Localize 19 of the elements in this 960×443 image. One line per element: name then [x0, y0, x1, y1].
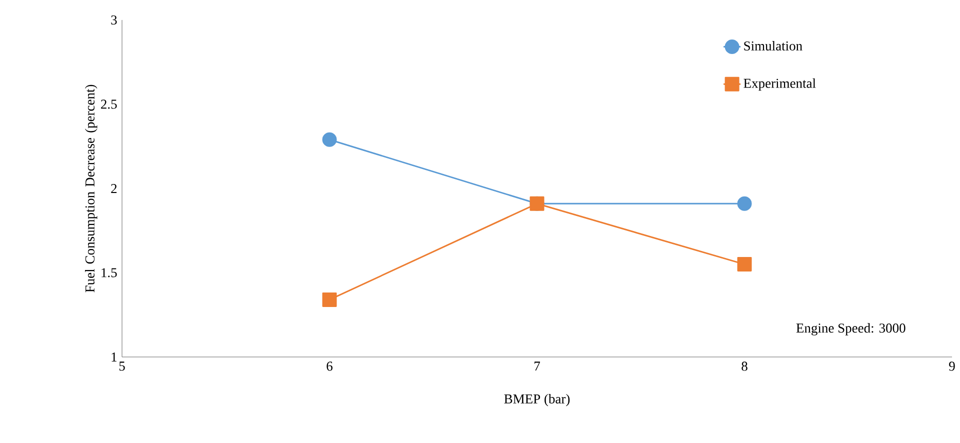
y-tick-label: 1 [112, 352, 116, 362]
x-tick-label: 6 [326, 362, 332, 371]
y-tick-label: 3 [111, 15, 117, 25]
y-tick-label: 2 [111, 184, 117, 193]
y-tick-label: 1.5 [102, 268, 117, 278]
legend-label: Simulation [744, 41, 802, 51]
x-tick-label: 5 [119, 362, 125, 371]
point [737, 257, 752, 272]
point [322, 292, 337, 307]
x-axis-title: BMEP (bar) [504, 394, 570, 406]
annotation: Engine Speed: 3000 [796, 323, 906, 336]
point [322, 132, 337, 147]
y-tick-label: 2.5 [101, 100, 117, 109]
y-axis-title: Fuel Consumption Decrease (percent) [85, 84, 98, 292]
point [737, 196, 752, 211]
x-tick-label: 7 [534, 362, 540, 371]
legend-label: Experimental [744, 78, 816, 91]
x-tick-label: 9 [949, 362, 955, 371]
x-tick-label: 8 [742, 362, 748, 371]
